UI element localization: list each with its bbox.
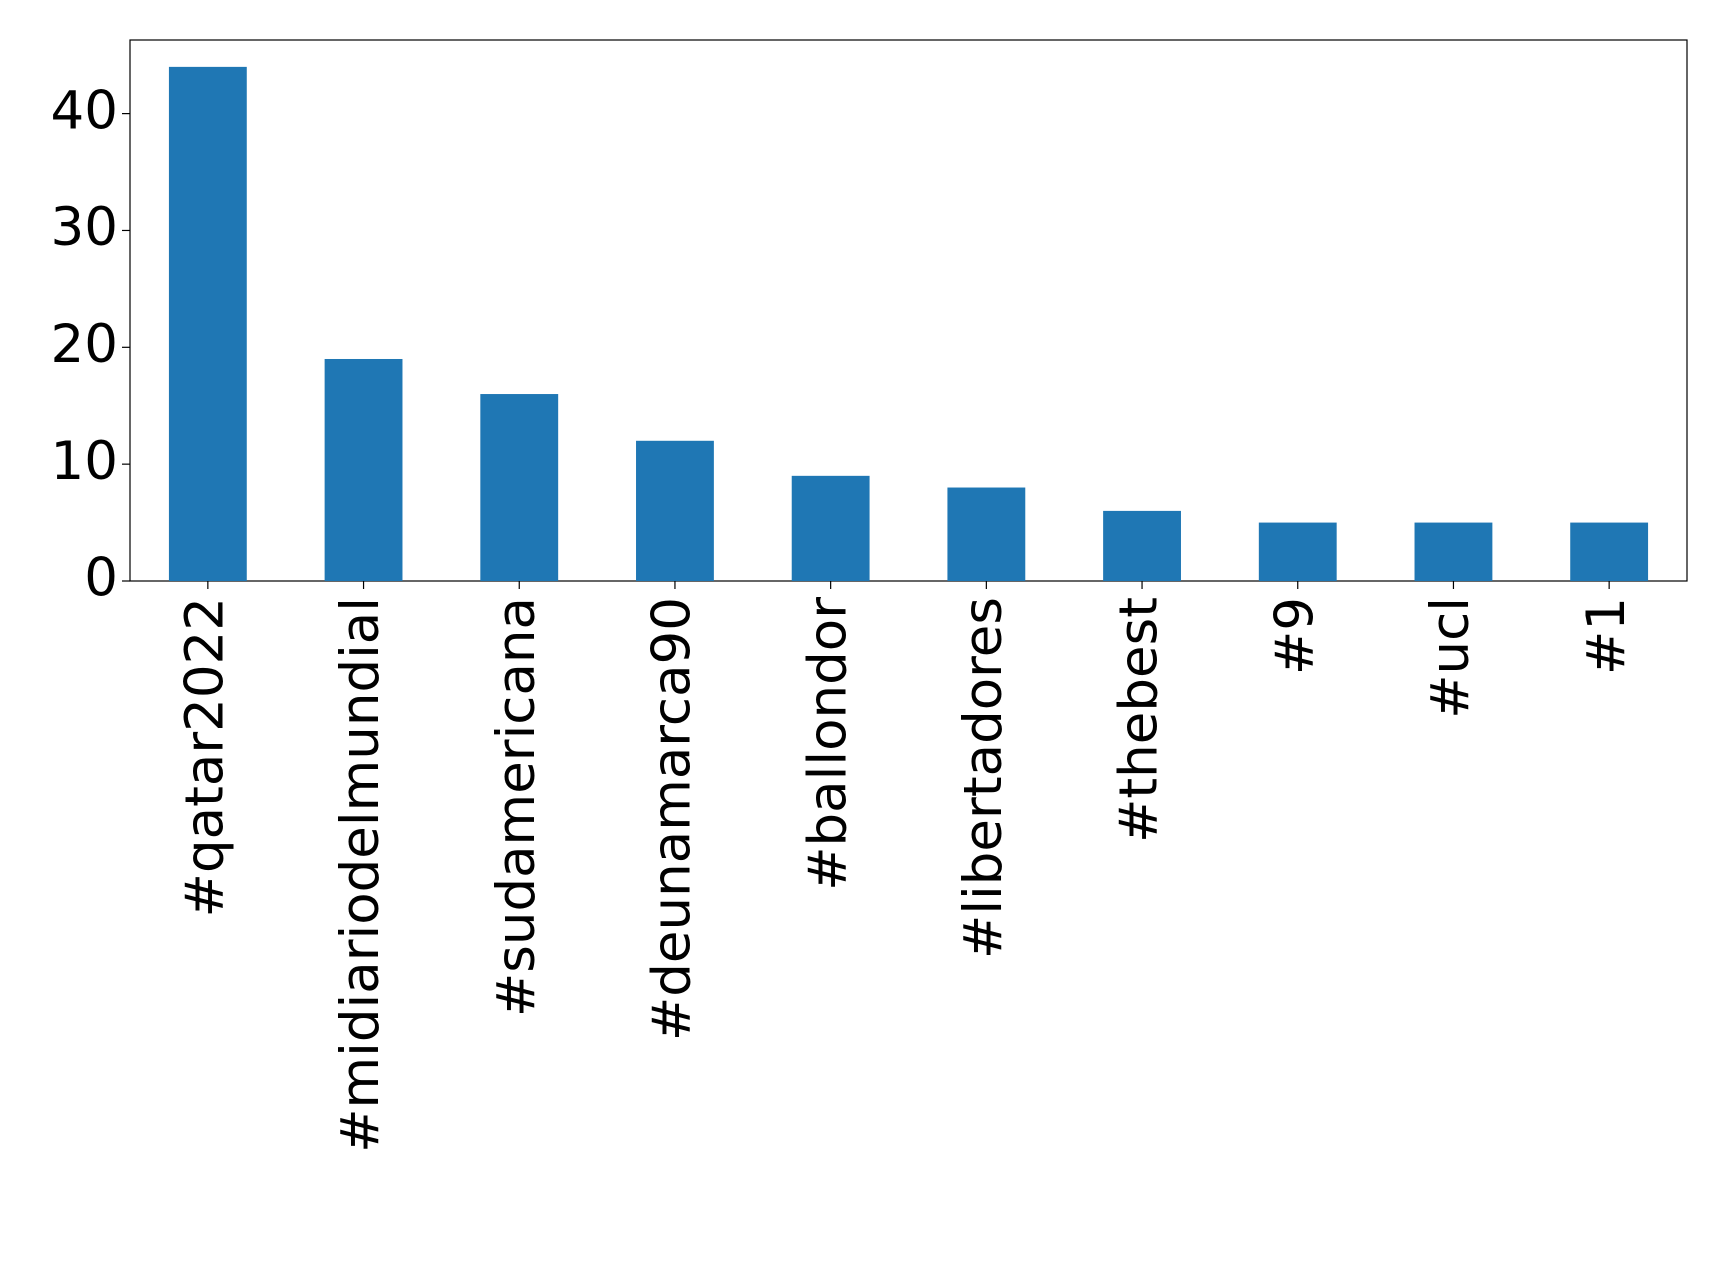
y-tick-label: 0 [84,548,118,609]
x-tick-label: #qatar2022 [174,597,235,917]
x-tick-label: #libertadores [953,597,1014,959]
y-tick-label: 20 [51,314,118,375]
x-tick-label: #sudamericana [486,597,547,1017]
bar [168,66,247,581]
y-tick-label: 10 [51,431,118,492]
x-tick-label: #midiariodelmundial [330,597,391,1153]
bar [480,394,559,581]
bar [636,440,714,581]
bar [1414,522,1493,581]
y-tick-label: 30 [51,197,118,258]
bar [324,358,403,581]
bar [1570,522,1649,581]
x-tick-label: #thebest [1109,597,1170,843]
x-tick-label: #ballondor [797,597,858,891]
x-tick-label: #1 [1576,597,1637,675]
bar [1103,510,1181,581]
bar [791,475,870,581]
x-tick-label: #ucl [1420,597,1481,719]
plot-frame [129,39,1688,582]
y-tick-label: 40 [51,80,118,141]
bar [947,487,1026,581]
x-tick-label: #9 [1264,597,1325,675]
bar [1258,522,1337,581]
x-tick-label: #deunamarca90 [642,597,703,1041]
